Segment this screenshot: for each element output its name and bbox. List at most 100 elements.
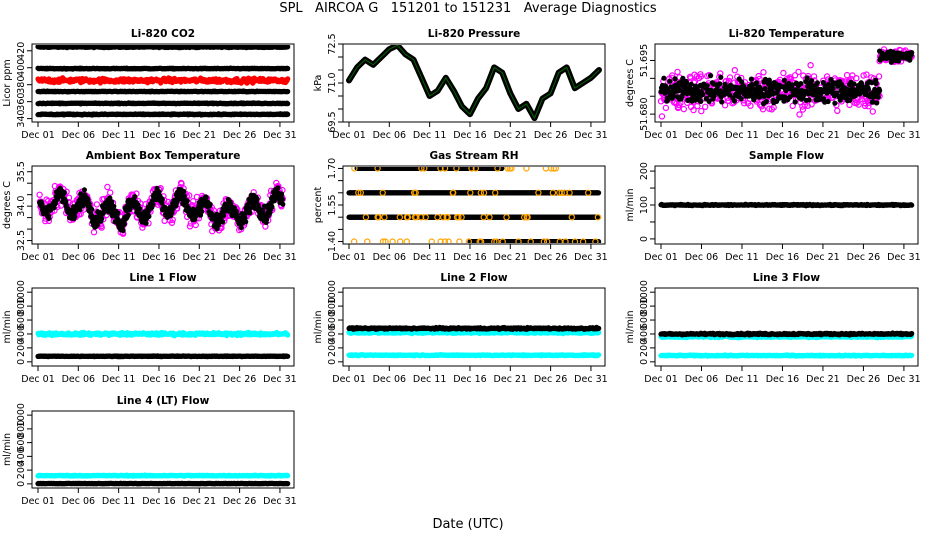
data-point	[870, 99, 876, 105]
data-point	[687, 74, 694, 82]
series-lower-reference	[35, 100, 291, 107]
data-point	[684, 80, 690, 86]
x-tick-label: Dec 01	[332, 130, 366, 141]
data-point	[137, 206, 143, 212]
data-point	[203, 195, 209, 201]
x-tick-label: Dec 06	[62, 252, 96, 263]
data-point	[214, 226, 220, 232]
chart-title: Li-820 CO2	[131, 28, 195, 40]
x-tick-label: Dec 16	[453, 252, 487, 263]
y-tick-label: 1.40	[327, 231, 338, 252]
data-point	[238, 225, 244, 231]
y-tick-label: 1.55	[327, 194, 338, 215]
y-tick-label: 72.5	[327, 33, 338, 54]
data-point	[233, 208, 239, 215]
x-tick-label: Dec 16	[142, 252, 176, 263]
x-tick-label: Dec 11	[413, 130, 447, 141]
data-point	[795, 68, 802, 76]
data-point	[847, 97, 853, 103]
data-point	[247, 210, 253, 216]
data-point	[759, 105, 767, 113]
data-point	[875, 94, 881, 100]
data-point	[809, 78, 815, 84]
data-point	[814, 80, 821, 86]
data-point	[242, 215, 248, 221]
series-reference-3	[35, 88, 291, 95]
series-black	[37, 185, 286, 234]
data-point	[672, 76, 678, 82]
y-axis-label: degrees C	[625, 59, 636, 107]
data-point	[189, 197, 197, 205]
data-point	[874, 100, 880, 106]
data-point	[798, 81, 804, 87]
x-tick-label: Dec 26	[534, 252, 568, 263]
data-point	[781, 77, 788, 83]
data-point	[677, 87, 683, 93]
data-point	[680, 105, 688, 113]
y-axis-label: percent	[313, 187, 324, 224]
data-point	[832, 100, 838, 106]
y-tick-label: 340	[16, 110, 27, 128]
data-point	[682, 85, 688, 91]
data-point	[156, 189, 162, 195]
y-tick-label: 1.70	[327, 158, 338, 179]
data-point	[127, 206, 133, 213]
data-point	[721, 101, 729, 109]
data-point	[726, 92, 733, 98]
data-point	[748, 76, 755, 82]
data-point	[804, 102, 811, 110]
data-point	[285, 88, 291, 95]
x-tick-label: Dec 31	[263, 130, 297, 141]
data-point	[719, 99, 725, 105]
data-point	[863, 71, 870, 78]
data-point	[285, 111, 291, 117]
data-point	[181, 188, 187, 194]
x-tick-label: Dec 11	[725, 130, 759, 141]
y-tick-label: 34.0	[16, 196, 27, 217]
data-point	[755, 72, 762, 80]
data-point	[702, 103, 709, 111]
series-black	[658, 48, 915, 107]
chart-title: Li-820 Pressure	[428, 28, 521, 40]
data-point	[109, 199, 115, 205]
data-point	[269, 204, 275, 210]
y-tick-label: 420	[16, 42, 27, 60]
x-tick-label: Dec 26	[534, 130, 568, 141]
data-point	[220, 212, 227, 219]
data-point	[791, 72, 799, 79]
data-point	[168, 219, 176, 226]
data-point	[184, 198, 190, 204]
data-point	[704, 83, 710, 89]
chart-title: Gas Stream RH	[429, 150, 518, 162]
data-point	[63, 198, 69, 204]
data-point	[143, 220, 149, 226]
data-point	[741, 83, 747, 89]
data-point	[254, 196, 260, 202]
x-tick-label: Dec 01	[21, 130, 55, 141]
x-tick-label: Dec 26	[223, 252, 257, 263]
data-point	[72, 214, 78, 220]
data-point	[860, 72, 867, 79]
plot-frame	[342, 165, 606, 245]
data-point	[747, 102, 754, 109]
data-point	[823, 73, 831, 80]
x-tick-label: Dec 01	[644, 130, 678, 141]
data-point	[804, 75, 810, 81]
data-point	[93, 201, 101, 208]
data-point	[855, 101, 862, 108]
data-point	[810, 73, 818, 80]
data-point	[125, 212, 131, 218]
data-point	[869, 80, 875, 86]
data-point	[768, 106, 776, 113]
x-tick-label: Dec 16	[453, 130, 487, 141]
figure-title: SPL AIRCOA G 151201 to 151231 Average Di…	[279, 1, 657, 16]
data-point	[132, 194, 138, 200]
plot-frame	[654, 43, 919, 123]
data-point	[851, 81, 857, 87]
data-point	[275, 185, 281, 191]
data-point	[698, 98, 704, 104]
data-point	[280, 201, 286, 207]
data-point	[731, 66, 739, 74]
